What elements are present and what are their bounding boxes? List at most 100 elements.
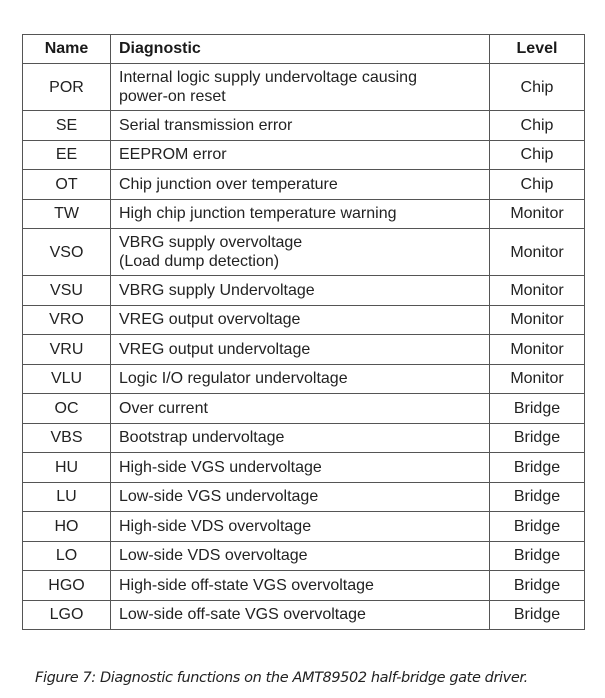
diagnostic-line: High chip junction temperature warning (119, 205, 397, 223)
cell-level: Bridge (489, 570, 585, 601)
diagnostic-line: Low-side off-sate VGS overvoltage (119, 606, 366, 624)
cell-level: Monitor (489, 334, 585, 365)
table-row: LGO Low-side off-sate VGS overvoltage Brid… (22, 599, 585, 630)
cell-level: Chip (489, 169, 585, 200)
cell-name: VLU (22, 363, 111, 394)
table-row: HGO High-side off-state VGS overvoltage Br… (22, 570, 585, 601)
table-row: TW High chip junction temperature warning… (22, 198, 585, 229)
cell-diagnostic: VBRG supply Undervoltage (110, 275, 490, 306)
diagnostic-line: Bootstrap undervoltage (119, 429, 285, 447)
column-header-name: Name (22, 34, 111, 64)
table-row: SE Serial transmission error Chip (22, 110, 585, 141)
cell-name: TW (22, 198, 111, 229)
cell-level: Bridge (489, 481, 585, 512)
cell-name: EE (22, 139, 111, 170)
cell-diagnostic: High-side VDS overvoltage (110, 511, 490, 542)
cell-diagnostic: Over current (110, 393, 490, 424)
diagnostic-line: High-side VGS undervoltage (119, 458, 322, 476)
cell-level: Bridge (489, 422, 585, 453)
cell-level: Bridge (489, 599, 585, 630)
cell-diagnostic: High-side VGS undervoltage (110, 452, 490, 483)
diagnostic-line: Low-side VGS undervoltage (119, 488, 319, 506)
diagnostic-line: VBRG supply overvoltage (119, 234, 303, 251)
table-row: LU Low-side VGS undervoltage Bridge (22, 481, 585, 512)
cell-name: SE (22, 110, 111, 141)
cell-name: VRU (22, 334, 111, 365)
cell-diagnostic: Internal logic supply undervoltage causi… (110, 63, 490, 111)
table-row: VBS Bootstrap undervoltage Bridge (22, 422, 585, 453)
cell-diagnostic: Serial transmission error (110, 110, 490, 141)
cell-diagnostic: VREG output overvoltage (110, 304, 490, 335)
cell-name: HO (22, 511, 111, 542)
cell-diagnostic: Bootstrap undervoltage (110, 422, 490, 453)
cell-name: POR (22, 63, 111, 111)
cell-name: VRO (22, 304, 111, 335)
table-row: VRU VREG output undervoltage Monitor (22, 334, 585, 365)
table-row: EE EEPROM error Chip (22, 139, 585, 170)
cell-level: Monitor (489, 275, 585, 306)
cell-level: Chip (489, 139, 585, 170)
cell-diagnostic: EEPROM error (110, 139, 490, 170)
diagnostic-line: VREG output undervoltage (119, 340, 311, 358)
table-row: OC Over current Bridge (22, 393, 585, 424)
cell-level: Chip (489, 110, 585, 141)
diagnostic-line: power-on reset (119, 88, 226, 105)
cell-name: VBS (22, 422, 111, 453)
table-header-row: Name Diagnostic Level (22, 34, 585, 64)
cell-diagnostic: Low-side off-sate VGS overvoltage (110, 599, 490, 630)
table-row: HU High-side VGS undervoltage Bridge (22, 452, 585, 483)
diagnostic-line: Over current (119, 399, 208, 417)
diagnostics-table-container: Name Diagnostic Level POR Internal logic … (22, 34, 585, 630)
cell-diagnostic: Chip junction over temperature (110, 169, 490, 200)
cell-name: OC (22, 393, 111, 424)
column-header-diagnostic: Diagnostic (110, 34, 490, 64)
diagnostic-line: Serial transmission error (119, 116, 293, 134)
diagnostic-line: Chip junction over temperature (119, 175, 338, 193)
cell-level: Bridge (489, 452, 585, 483)
cell-diagnostic: Logic I/O regulator undervoltage (110, 363, 490, 394)
cell-level: Monitor (489, 363, 585, 394)
diagnostic-line: EEPROM error (119, 146, 227, 164)
cell-name: LO (22, 540, 111, 571)
figure-caption: Figure 7: Diagnostic functions on the AM… (35, 670, 528, 686)
table-row: VSU VBRG supply Undervoltage Monitor (22, 275, 585, 306)
cell-diagnostic: High-side off-state VGS overvoltage (110, 570, 490, 601)
cell-level: Monitor (489, 304, 585, 335)
cell-name: VSO (22, 228, 111, 276)
cell-diagnostic: VREG output undervoltage (110, 334, 490, 365)
cell-level: Chip (489, 63, 585, 111)
table-row: LO Low-side VDS overvoltage Bridge (22, 540, 585, 571)
cell-diagnostic: VBRG supply overvoltage (Load dump detect… (110, 228, 490, 276)
cell-name: HU (22, 452, 111, 483)
cell-level: Bridge (489, 511, 585, 542)
cell-diagnostic: High chip junction temperature warning (110, 198, 490, 229)
diagnostic-line: High-side VDS overvoltage (119, 517, 312, 535)
diagnostic-line: High-side off-state VGS overvoltage (119, 576, 374, 594)
diagnostic-line: VBRG supply Undervoltage (119, 281, 315, 299)
cell-level: Bridge (489, 393, 585, 424)
cell-name: LGO (22, 599, 111, 630)
table-row: VRO VREG output overvoltage Monitor (22, 304, 585, 335)
table-row: OT Chip junction over temperature Chip (22, 169, 585, 200)
column-header-level: Level (489, 34, 585, 64)
cell-diagnostic: Low-side VGS undervoltage (110, 481, 490, 512)
diagnostic-line: Low-side VDS overvoltage (119, 547, 308, 565)
cell-level: Monitor (489, 198, 585, 229)
diagnostic-line: Logic I/O regulator undervoltage (119, 370, 348, 388)
diagnostic-line: VREG output overvoltage (119, 311, 301, 329)
table-row: HO High-side VDS overvoltage Bridge (22, 511, 585, 542)
diagnostic-line: Internal logic supply undervoltage causi… (119, 69, 417, 86)
cell-diagnostic: Low-side VDS overvoltage (110, 540, 490, 571)
table-row: VLU Logic I/O regulator undervoltage Monit… (22, 363, 585, 394)
diagnostic-line: (Load dump detection) (119, 253, 280, 270)
cell-level: Bridge (489, 540, 585, 571)
cell-name: HGO (22, 570, 111, 601)
diagnostics-table: Name Diagnostic Level POR Internal logic … (22, 34, 585, 630)
cell-name: VSU (22, 275, 111, 306)
table-row: POR Internal logic supply undervoltage ca… (22, 63, 585, 111)
table-body: POR Internal logic supply undervoltage ca… (22, 63, 585, 630)
cell-name: LU (22, 481, 111, 512)
table-row: VSO VBRG supply overvoltage (Load dump det… (22, 228, 585, 276)
cell-level: Monitor (489, 228, 585, 276)
cell-name: OT (22, 169, 111, 200)
